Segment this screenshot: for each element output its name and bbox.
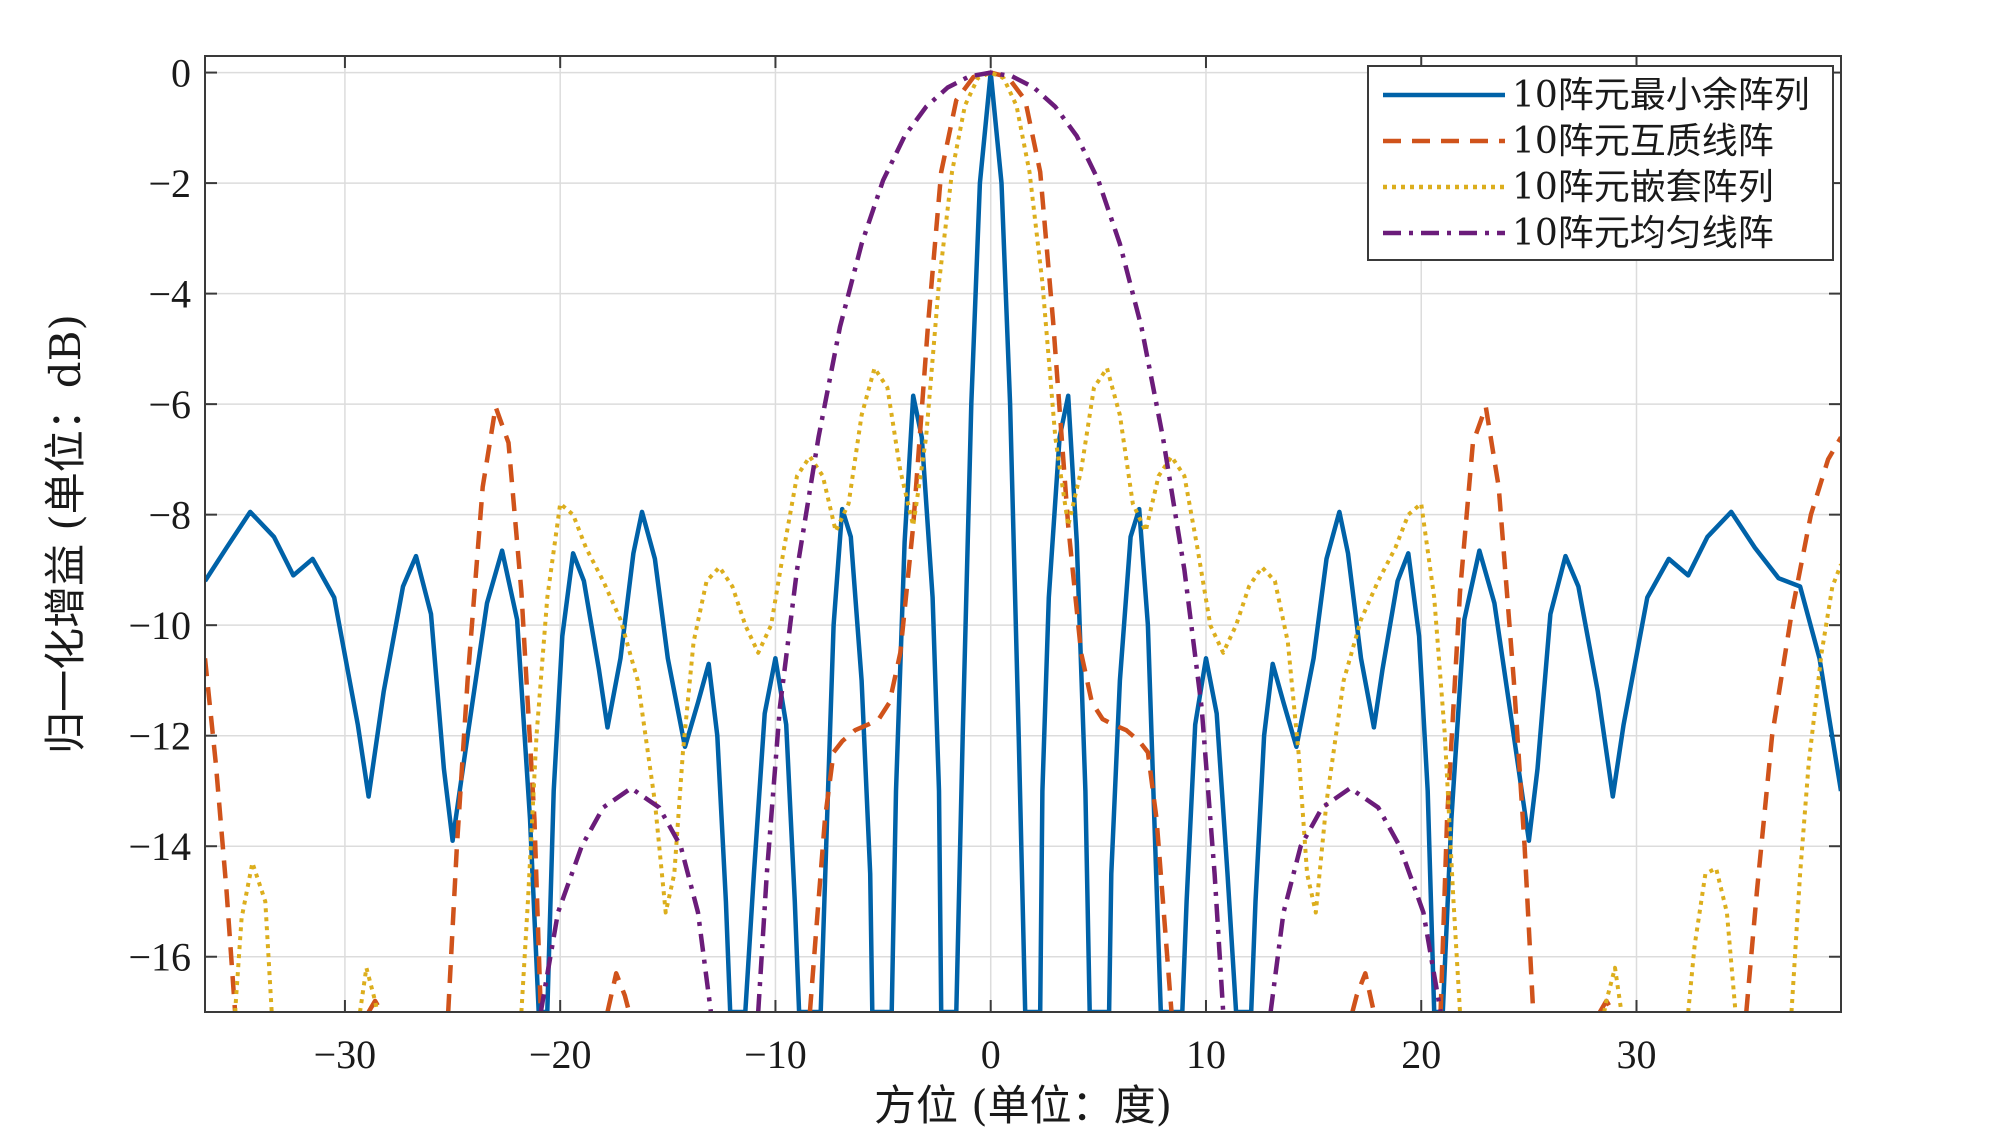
x-tick-label: −10 — [744, 1032, 807, 1077]
series-line — [1268, 785, 1443, 1012]
series-4 — [538, 70, 1443, 1012]
legend-label: 10阵元最小余阵列 — [1512, 75, 1810, 116]
y-tick-label: −6 — [148, 382, 191, 427]
series-line — [519, 70, 1462, 1012]
series-line — [358, 965, 380, 1012]
x-tick-label: 20 — [1401, 1032, 1441, 1077]
legend-box — [1367, 65, 1834, 261]
series-line — [755, 70, 1226, 1012]
series-line — [605, 971, 632, 1012]
series-3 — [233, 70, 1841, 1012]
series-line — [1789, 563, 1841, 1012]
y-tick-label: −4 — [148, 272, 191, 317]
series-1 — [205, 70, 1841, 1012]
series-line — [1602, 965, 1624, 1012]
series-line — [538, 785, 714, 1012]
y-tick-label: −8 — [148, 493, 191, 538]
y-tick-label: 0 — [171, 51, 191, 96]
x-tick-label: 10 — [1186, 1032, 1226, 1077]
legend-label: 10阵元均匀线阵 — [1512, 213, 1774, 254]
y-tick-label: −2 — [148, 161, 191, 206]
series-line — [1438, 404, 1536, 1012]
plot-area-border — [204, 55, 1842, 1013]
x-tick-label: −30 — [314, 1032, 377, 1077]
series-line — [366, 998, 384, 1012]
y-tick-label: −10 — [128, 603, 191, 648]
data-series — [205, 70, 1841, 1012]
y-axis-ticks: 0 −2 −4 −6 −8 −10 −12 −14 −16 — [128, 51, 1841, 980]
series-line — [233, 860, 274, 1012]
legend-label: 10阵元互质线阵 — [1512, 121, 1774, 162]
y-tick-label: −14 — [128, 824, 191, 869]
x-axis-ticks: −30 −20 −10 0 10 20 30 — [314, 56, 1657, 1077]
series-line — [1350, 971, 1377, 1012]
series-line — [205, 658, 238, 1012]
legend: 10阵元最小余阵列 10阵元互质线阵 10阵元嵌套阵列 10阵元均匀线阵 — [1367, 65, 1834, 261]
series-line — [1744, 436, 1841, 1012]
y-axis-title: 归一化增益 (单位：dB) — [41, 314, 90, 754]
x-axis-title: 方位 (单位：度) — [874, 1081, 1172, 1130]
x-tick-label: 30 — [1617, 1032, 1657, 1077]
y-tick-label: −12 — [128, 714, 191, 759]
x-tick-label: 0 — [981, 1032, 1001, 1077]
legend-label: 10阵元嵌套阵列 — [1512, 167, 1774, 208]
x-tick-label: −20 — [529, 1032, 592, 1077]
series-line — [1686, 866, 1738, 1012]
series-line — [205, 70, 1841, 1012]
y-tick-label: −16 — [128, 935, 191, 980]
